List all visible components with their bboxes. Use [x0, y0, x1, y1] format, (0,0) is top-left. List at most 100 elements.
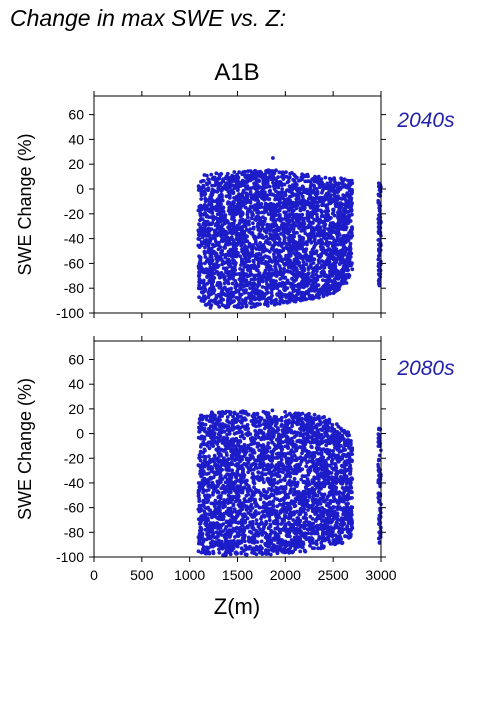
scatter-point: [289, 207, 293, 212]
scatter-point: [275, 418, 280, 423]
scatter-point: [261, 215, 265, 220]
figure-title: Change in max SWE vs. Z:: [10, 5, 287, 31]
scatter-point: [198, 256, 203, 260]
scatter-point: [260, 249, 265, 254]
scatter-point: [329, 216, 333, 220]
scatter-point: [254, 254, 258, 259]
scatter-point: [227, 227, 232, 232]
scatter-outlier: [270, 156, 275, 160]
scatter-point: [271, 280, 275, 284]
scatter-point: [216, 263, 221, 268]
scatter-point: [251, 259, 256, 264]
scatter-point: [274, 241, 279, 246]
scatter-point: [246, 215, 250, 220]
scatter-point: [267, 203, 272, 207]
scatter-point: [250, 204, 255, 209]
scatter-point: [240, 304, 245, 309]
scatter-point: [339, 224, 344, 229]
scatter-point: [282, 221, 286, 226]
scatter-point: [309, 254, 314, 259]
scatter-point: [327, 291, 331, 296]
scatter-point: [238, 198, 242, 203]
scatter-point: [198, 458, 203, 463]
scatter-point: [238, 292, 242, 297]
scatter-point: [243, 205, 248, 210]
scatter-point: [304, 262, 309, 267]
scatter-point: [223, 255, 228, 260]
scatter-point: [226, 281, 231, 286]
scatter-point: [262, 173, 266, 178]
scatter-point: [305, 232, 310, 237]
scatter-point: [255, 201, 260, 206]
scatter-point: [337, 284, 342, 289]
scatter-point: [275, 217, 280, 222]
scatter-point: [263, 190, 267, 195]
scatter-point: [240, 302, 245, 306]
scatter-point: [230, 468, 235, 473]
scatter-point: [231, 200, 236, 204]
scatter-point: [219, 290, 224, 295]
scatter-point: [248, 273, 252, 277]
scatter-point: [215, 212, 220, 217]
scatter-point: [220, 232, 225, 237]
scatter-point: [341, 279, 346, 284]
scatter-point: [209, 172, 214, 177]
scatter-point: [244, 280, 249, 285]
scatter-point: [299, 460, 304, 464]
x-axis-label: Z(m): [214, 594, 260, 619]
scatter-point: [211, 291, 216, 295]
scatter-point: [343, 183, 347, 187]
scatter-point: [254, 296, 259, 301]
scatter-point: [206, 295, 211, 300]
scatter-point: [244, 191, 249, 196]
scatter-point: [263, 203, 268, 208]
scatter-point: [238, 238, 243, 242]
scatter-point: [327, 279, 331, 283]
scatter-point: [238, 286, 243, 290]
scatter-point: [199, 197, 204, 201]
scatter-point: [318, 185, 322, 190]
scatter-point: [231, 244, 236, 249]
scatter-point: [269, 290, 274, 295]
scatter-point: [342, 246, 347, 251]
scatter-point: [196, 264, 201, 269]
scatter-point: [301, 276, 306, 281]
scatter-point: [204, 238, 209, 242]
scatter-point: [336, 275, 341, 280]
scatter-point: [269, 223, 274, 228]
scatter-point: [230, 292, 235, 297]
scatter-point: [253, 181, 258, 186]
scatter-point: [212, 276, 217, 280]
scatter-point: [287, 242, 292, 247]
scatter-point: [217, 172, 222, 177]
scatter-point: [297, 282, 302, 287]
scatter-point: [320, 242, 325, 246]
scatter-point: [288, 292, 292, 297]
scatter-point: [205, 275, 210, 279]
scatter-point: [224, 194, 229, 199]
scatter-point: [247, 255, 252, 260]
scatter-point: [199, 413, 204, 418]
scatter-point: [291, 177, 296, 182]
scatter-point: [303, 549, 308, 554]
scatter-point: [324, 185, 328, 190]
scatter-point: [316, 258, 321, 263]
scatter-point: [204, 259, 209, 263]
scatter-point: [256, 178, 261, 183]
scatter-point: [230, 281, 235, 286]
scatter-point: [311, 257, 315, 262]
scatter-point: [204, 267, 209, 272]
scatter-point: [276, 254, 280, 259]
y-tick-label: -40: [64, 231, 84, 247]
scatter-point: [197, 283, 202, 288]
scatter-point: [278, 180, 283, 185]
scatter-point: [251, 221, 255, 226]
scatter-point: [335, 235, 340, 240]
scatter-point: [273, 490, 278, 495]
scatter-point: [299, 285, 304, 289]
scatter-point: [213, 251, 218, 256]
scatter-point: [291, 213, 296, 218]
scatter-point: [207, 246, 211, 251]
scatter-point: [294, 212, 299, 217]
scatter-point: [220, 239, 225, 244]
